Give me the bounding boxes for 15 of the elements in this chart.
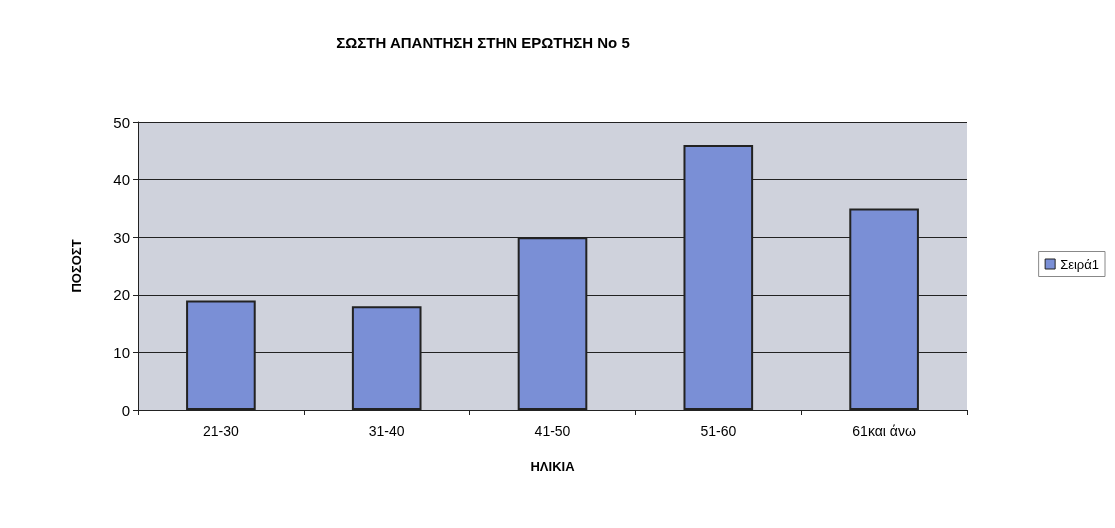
y-tick-label: 0 [121,401,130,419]
chart-title: ΣΩΣΤΗ ΑΠΑΝΤΗΣΗ ΣΤΗΝ ΕΡΩΤΗΣΗ Νο 5 [336,34,630,51]
y-axis-title: ΠΟΣΟΣΤ [69,239,84,293]
y-tick-label: 50 [113,113,130,131]
x-tick-label: 21-30 [202,423,240,439]
y-tick-label: 20 [113,286,130,304]
x-tick-label: 41-50 [534,423,571,439]
legend-label: Σειρά1 [1060,256,1100,272]
y-tick-label: 40 [113,171,130,189]
x-tick-label: 51-60 [700,423,737,439]
x-tick-label: 31-40 [368,423,405,439]
y-tick-label: 10 [113,343,130,361]
x-axis-title: ΗΛΙΚΙΑ [530,459,576,474]
x-tick-label: 61και άνω [852,423,916,439]
y-tick-label: 30 [113,228,130,246]
